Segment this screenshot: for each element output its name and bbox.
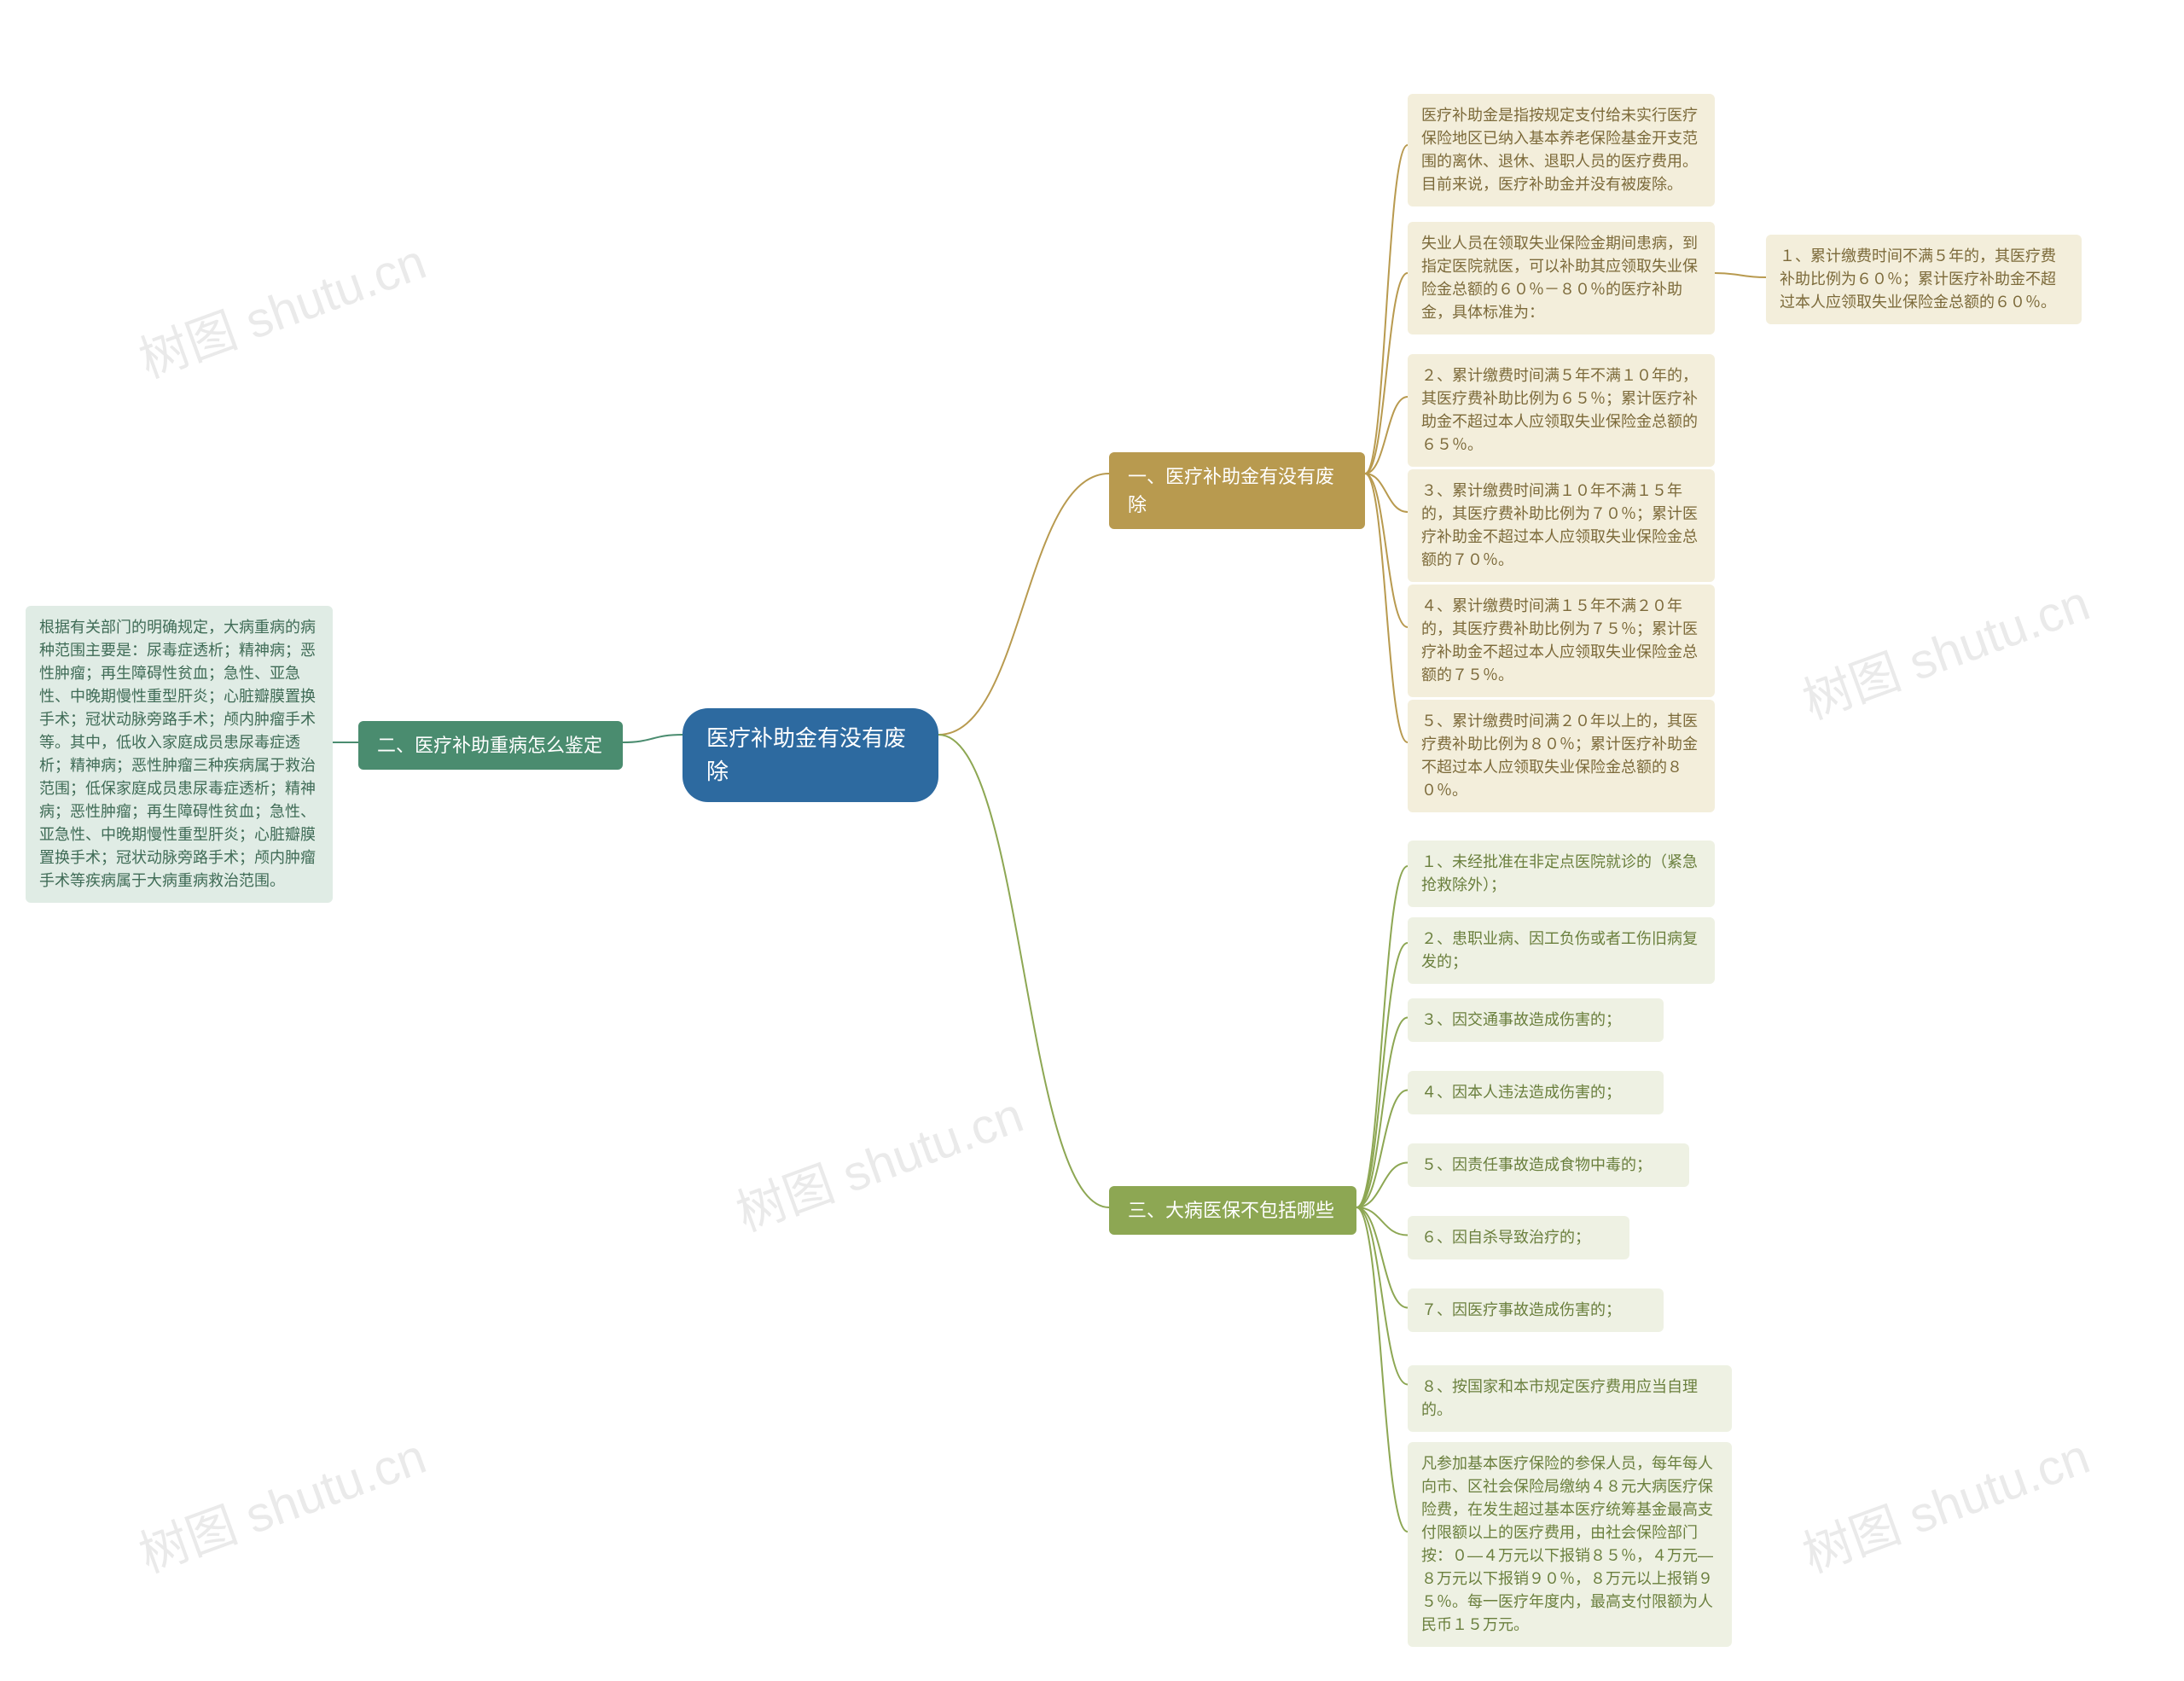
watermark: 树图 shutu.cn [128,1416,434,1586]
watermark: 树图 shutu.cn [1792,563,2098,733]
watermark: 树图 shutu.cn [1792,1416,2098,1586]
branch-1-leaf-1: 医疗补助金是指按规定支付给未实行医疗保险地区已纳入基本养老保险基金开支范围的离休… [1408,94,1715,206]
branch-3-leaf-6: ６、因自杀导致治疗的； [1408,1216,1629,1259]
branch-1-leaf-6: ５、累计缴费时间满２０年以上的，其医疗费补助比例为８０％；累计医疗补助金不超过本… [1408,700,1715,812]
branch-3-leaf-1: １、未经批准在非定点医院就诊的（紧急抢救除外）； [1408,840,1715,907]
watermark: 树图 shutu.cn [725,1075,1031,1245]
branch-3-leaf-3: ３、因交通事故造成伤害的； [1408,998,1664,1042]
branch-3: 三、大病医保不包括哪些 [1109,1186,1356,1235]
branch-1-leaf-2: 失业人员在领取失业保险金期间患病，到指定医院就医，可以补助其应领取失业保险金总额… [1408,222,1715,334]
branch-1-leaf-3: ２、累计缴费时间满５年不满１０年的，其医疗费补助比例为６５％；累计医疗补助金不超… [1408,354,1715,467]
branch-3-leaf-9: 凡参加基本医疗保险的参保人员，每年每人向市、区社会保险局缴纳４８元大病医疗保险费… [1408,1442,1732,1647]
branch-3-leaf-8: ８、按国家和本市规定医疗费用应当自理的。 [1408,1365,1732,1432]
watermark: 树图 shutu.cn [128,222,434,392]
branch-1-leaf-5: ４、累计缴费时间满１５年不满２０年的，其医疗费补助比例为７５％；累计医疗补助金不… [1408,585,1715,697]
branch-3-leaf-2: ２、患职业病、因工负伤或者工伤旧病复发的； [1408,917,1715,984]
branch-2: 二、医疗补助重病怎么鉴定 [358,721,623,770]
branch-1-leaf-4: ３、累计缴费时间满１０年不满１５年的，其医疗费补助比例为７０％；累计医疗补助金不… [1408,469,1715,582]
branch-3-leaf-4: ４、因本人违法造成伤害的； [1408,1071,1664,1114]
root-node: 医疗补助金有没有废除 [682,708,938,802]
branch-3-leaf-5: ５、因责任事故造成食物中毒的； [1408,1143,1689,1187]
branch-1: 一、医疗补助金有没有废除 [1109,452,1365,529]
branch-3-leaf-7: ７、因医疗事故造成伤害的； [1408,1288,1664,1332]
branch-2-leaf-1: 根据有关部门的明确规定，大病重病的病种范围主要是：尿毒症透析；精神病；恶性肿瘤；… [26,606,333,903]
branch-1-leaf-2-child: １、累计缴费时间不满５年的，其医疗费补助比例为６０％；累计医疗补助金不超过本人应… [1766,235,2082,324]
